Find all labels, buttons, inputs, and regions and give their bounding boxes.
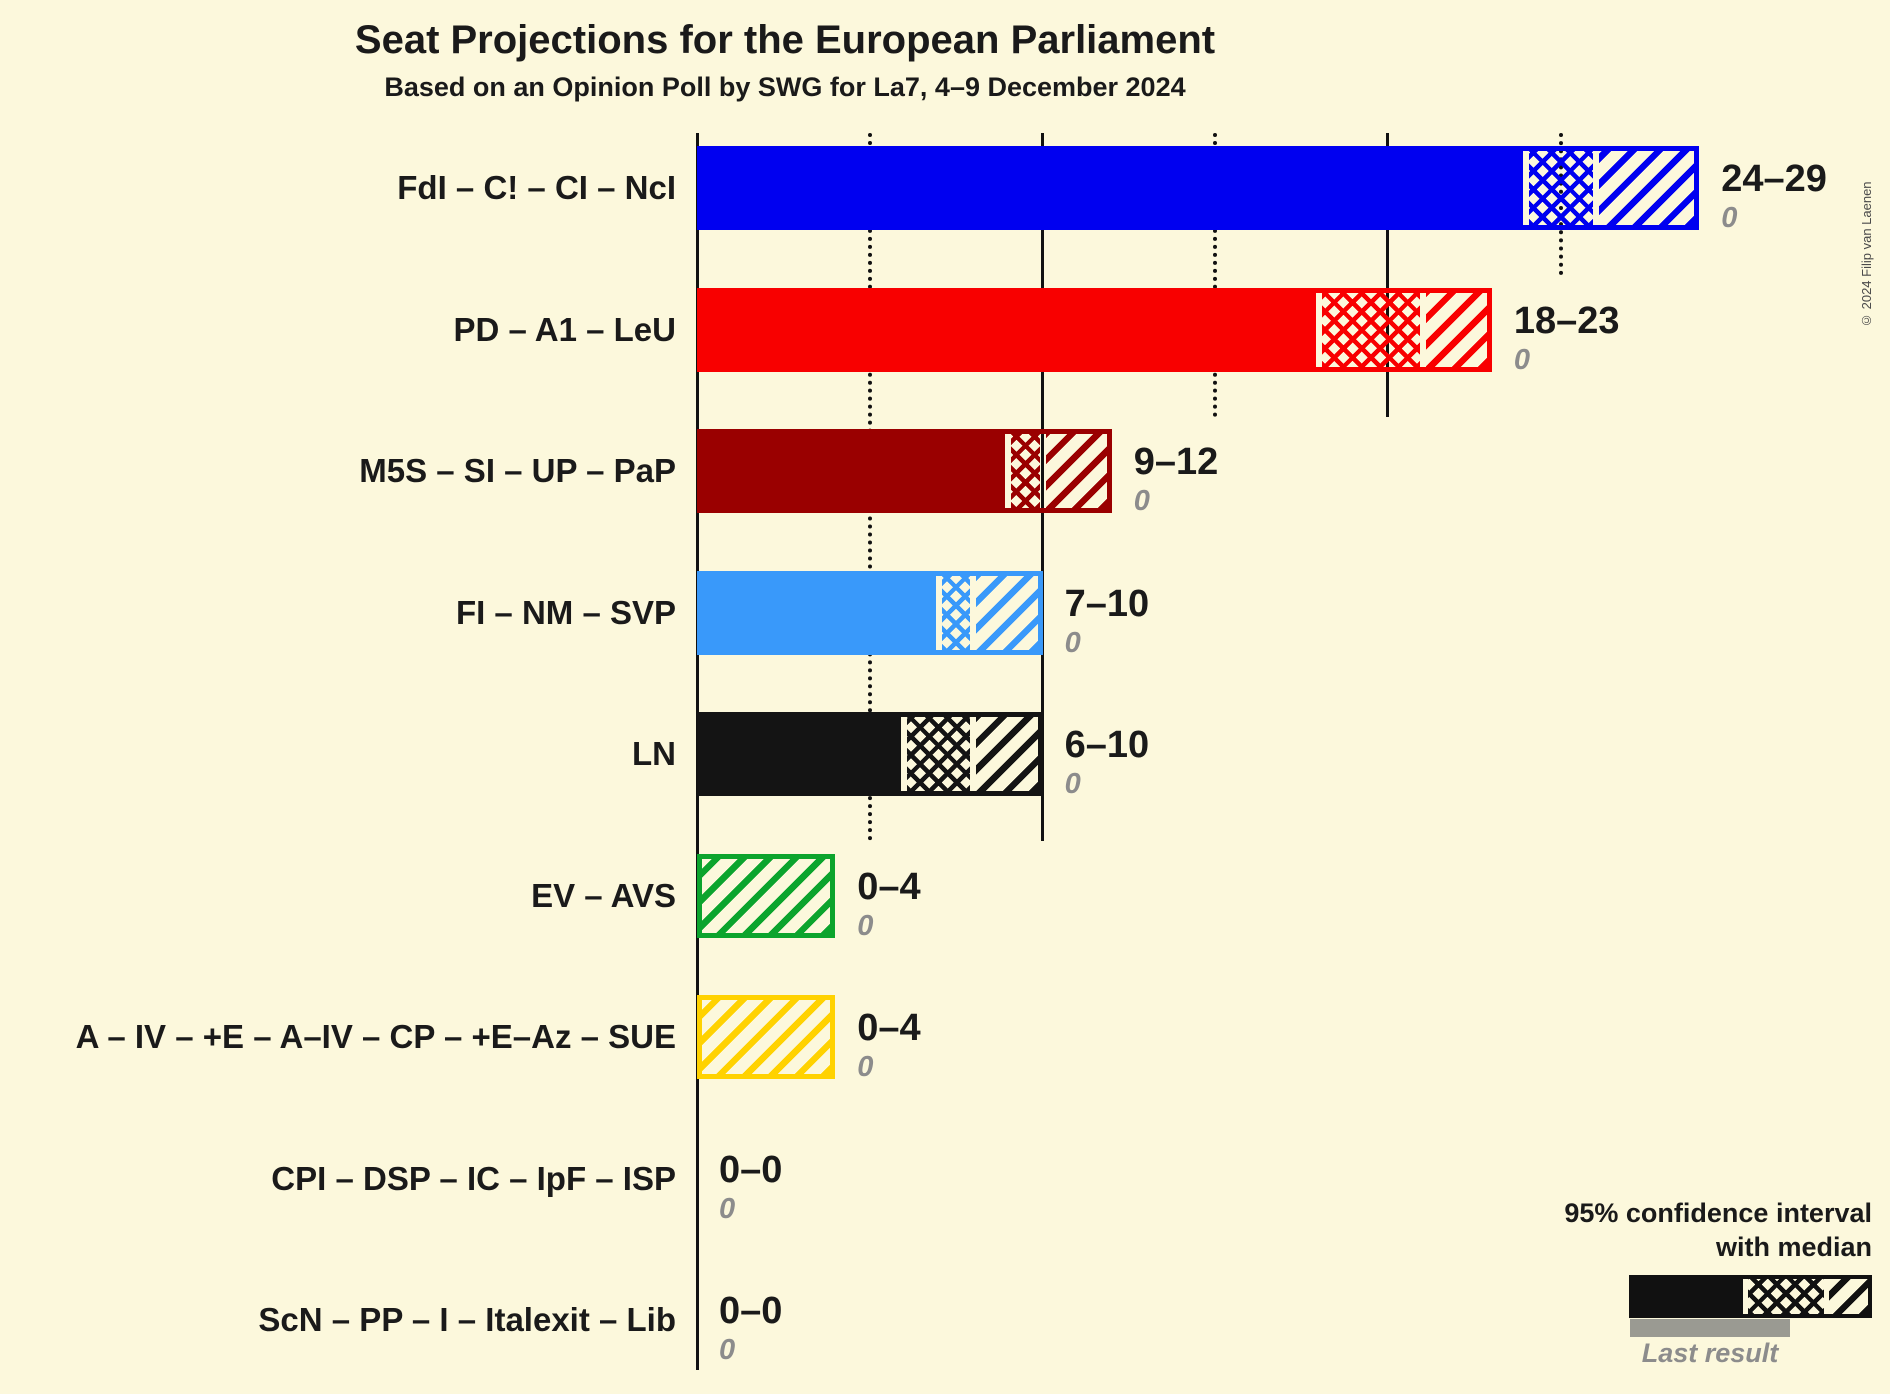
party-label: FI – NM – SVP: [455, 593, 676, 631]
range-label: 24–29: [1721, 158, 1827, 200]
range-label: 0–0: [719, 1290, 783, 1332]
value-block: 7–10 0: [1065, 581, 1150, 660]
value-block: 0–4 0: [857, 864, 920, 943]
party-label: LN: [632, 735, 676, 772]
legend-ci-line1: 95% confidence interval: [1564, 1198, 1872, 1228]
ci-crosshatch-segment: [907, 717, 971, 791]
legend-ci-label: 95% confidence interval with median: [1272, 1196, 1872, 1264]
legend-ci-line2: with median: [1715, 1232, 1872, 1262]
ci-crosshatch-segment: [1011, 434, 1040, 508]
party-label: ScN – PP – I – Italexit – Lib: [258, 1301, 676, 1338]
ci-solid-segment: [702, 575, 936, 650]
party-label: M5S – SI – UP – PaP: [359, 452, 676, 489]
copyright-text: © 2024 Filip van Laenen: [1859, 181, 1874, 328]
ci-diagonal-segment: [702, 858, 831, 933]
ci-diagonal-segment: [976, 717, 1038, 791]
last-result-value: 0: [719, 1334, 736, 1366]
ci-bar: [697, 995, 836, 1079]
ci-solid-segment: [702, 151, 1524, 225]
gridline-20-seats: [1386, 133, 1390, 417]
value-block: 9–12 0: [1134, 439, 1219, 518]
value-block: 0–0 0: [719, 1288, 782, 1367]
ci-bar: [697, 853, 836, 938]
legend-last-result-bar: [1630, 1319, 1790, 1337]
party-label: FdI – C! – CI – NcI: [397, 169, 676, 206]
last-result-value: 0: [857, 1051, 874, 1083]
value-block: 0–4 0: [857, 1005, 920, 1084]
last-result-value: 0: [1133, 485, 1150, 517]
value-block: 6–10 0: [1065, 722, 1150, 801]
range-label: 7–10: [1064, 582, 1150, 625]
chart-title: Seat Projections for the European Parlia…: [354, 18, 1216, 62]
legend-solid-segment: [1633, 1279, 1743, 1314]
value-block: 24–29 0: [1721, 156, 1827, 235]
value-block: 0–0 0: [719, 1147, 782, 1226]
ci-crosshatch-segment: [941, 575, 971, 650]
legend-sample-bar: [1629, 1275, 1872, 1318]
legend-crosshatch-segment: [1748, 1279, 1824, 1314]
ci-bar: [697, 570, 1043, 655]
ci-diagonal-segment: [1598, 151, 1695, 225]
ci-bar: [697, 429, 1112, 513]
ci-bar: [697, 712, 1043, 796]
value-block: 18–23 0: [1514, 298, 1620, 377]
range-label: 0–4: [857, 1007, 921, 1049]
ci-solid-segment: [702, 292, 1317, 367]
party-label: EV – AVS: [531, 876, 676, 914]
ci-solid-segment: [702, 434, 1006, 508]
party-label: PD – A1 – LeU: [453, 310, 676, 348]
legend-last-result-label: Last result: [1641, 1338, 1779, 1368]
ci-solid-segment: [702, 717, 902, 791]
ci-bar: [697, 146, 1700, 230]
range-label: 9–12: [1133, 441, 1219, 483]
ci-crosshatch-segment: [1529, 151, 1593, 225]
gridline-10-seats: [1040, 133, 1044, 841]
party-label: CPI – DSP – IC – IpF – ISP: [271, 1159, 676, 1197]
gridline-15-seats: [1213, 133, 1218, 417]
ci-crosshatch-segment: [1322, 292, 1420, 367]
last-result-value: 0: [719, 1192, 736, 1225]
range-label: 6–10: [1064, 724, 1150, 766]
last-result-value: 0: [1721, 202, 1738, 234]
legend-diagonal-segment: [1829, 1279, 1868, 1314]
last-result-value: 0: [857, 909, 874, 942]
range-label: 18–23: [1513, 299, 1620, 342]
range-label: 0–0: [719, 1148, 783, 1191]
ci-diagonal-segment: [702, 1000, 831, 1074]
party-label: A – IV – +E – A–IV – CP – +E–Az – SUE: [75, 1018, 676, 1055]
range-label: 0–4: [857, 865, 921, 908]
ci-diagonal-segment: [1425, 292, 1487, 367]
last-result-value: 0: [1064, 626, 1081, 659]
last-result-value: 0: [1513, 343, 1531, 376]
ci-diagonal-segment: [976, 575, 1038, 650]
chart-subtitle: Based on an Opinion Poll by SWG for La7,…: [384, 72, 1186, 102]
ci-diagonal-segment: [1045, 434, 1107, 508]
ci-bar: [697, 287, 1492, 372]
last-result-value: 0: [1064, 768, 1081, 800]
